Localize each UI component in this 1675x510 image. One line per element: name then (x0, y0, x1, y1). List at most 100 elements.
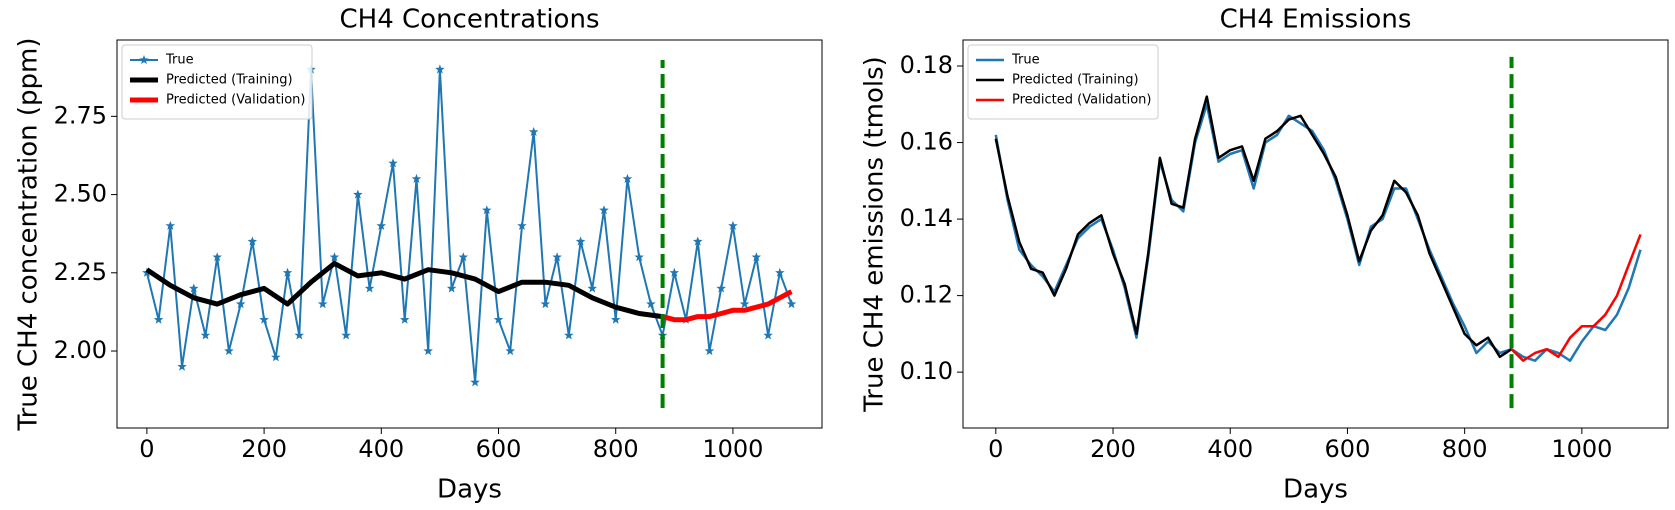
legend-label: Predicted (Validation) (166, 93, 306, 108)
data-point (552, 252, 562, 262)
x-tick-label: 1000 (702, 435, 763, 463)
legend-box (967, 44, 1159, 120)
data-point (259, 314, 269, 324)
data-point (728, 220, 738, 230)
data-point (400, 314, 410, 324)
data-point (669, 267, 680, 277)
data-point (517, 220, 527, 230)
plot-area (994, 56, 1642, 409)
legend-label: Predicted (Training) (166, 73, 293, 88)
legend-marker (139, 55, 149, 64)
y-tick-label: 0.16 (900, 128, 953, 156)
x-tick-label: 200 (1090, 435, 1136, 463)
x-tick-label: 400 (1207, 435, 1253, 463)
x-tick-label: 200 (241, 435, 287, 463)
data-point (423, 346, 433, 356)
x-tick-label: 1000 (1551, 435, 1612, 463)
legend-label: Predicted (Validation) (1012, 93, 1152, 108)
x-axis-label: Days (437, 475, 502, 505)
data-point (376, 220, 387, 230)
x-tick-label: 0 (988, 435, 1003, 463)
data-point (493, 314, 504, 324)
data-point (271, 352, 281, 362)
data-point (388, 158, 398, 168)
data-point (317, 299, 328, 309)
data-point (153, 314, 164, 324)
x-tick-label: 600 (1325, 435, 1371, 463)
data-point (353, 189, 363, 199)
x-tick-label: 600 (476, 435, 522, 463)
data-point (435, 64, 445, 74)
x-tick-label: 0 (139, 435, 154, 463)
x-tick-label: 400 (358, 435, 404, 463)
data-point (704, 346, 715, 356)
data-point (540, 299, 551, 309)
y-tick-label: 0.10 (900, 357, 953, 385)
series-line (661, 289, 793, 323)
data-point (235, 299, 246, 309)
x-tick-label: 800 (593, 435, 639, 463)
data-point (189, 283, 199, 293)
subplot: CH4 Emissions Days True CH4 emissions (tmo… (860, 5, 1669, 505)
data-point (165, 220, 176, 230)
data-point (294, 330, 304, 340)
series-line (994, 95, 1513, 359)
y-tick-label: 2.25 (54, 258, 107, 286)
y-axis-label: True CH4 emissions (tmols) (860, 56, 890, 413)
x-tick-label: 800 (1442, 435, 1488, 463)
series-line (145, 260, 663, 320)
data-point (341, 330, 351, 340)
data-point (599, 205, 609, 215)
legend-label: True (165, 53, 194, 68)
chart-title: CH4 Concentrations (340, 5, 600, 35)
data-point (470, 377, 480, 387)
data-point (528, 127, 539, 136)
data-point (763, 330, 773, 340)
data-point (364, 283, 375, 293)
y-tick-label: 2.50 (54, 180, 107, 208)
chart-title: CH4 Emissions (1220, 5, 1412, 35)
data-point (775, 267, 785, 277)
data-point (622, 173, 633, 183)
data-point (200, 330, 211, 340)
data-point (329, 252, 340, 262)
data-point (282, 267, 293, 277)
data-point (786, 299, 797, 309)
y-tick-label: 0.18 (900, 51, 953, 79)
data-point (212, 252, 222, 262)
data-point (564, 330, 574, 340)
data-point (446, 283, 457, 293)
series-line (1510, 233, 1642, 362)
y-tick-label: 0.12 (900, 281, 953, 309)
data-point (716, 283, 726, 293)
plot-area (142, 60, 797, 408)
data-point (693, 236, 703, 246)
data-point (587, 283, 597, 293)
data-point (458, 252, 469, 262)
data-point (751, 252, 762, 262)
data-point (247, 236, 258, 246)
data-point (575, 236, 586, 246)
subplot: CH4 Concentrations Days True CH4 concentra… (14, 5, 823, 505)
data-point (177, 361, 187, 371)
y-tick-label: 2.00 (54, 336, 107, 364)
data-point (224, 346, 234, 356)
data-point (411, 173, 422, 183)
data-point (634, 252, 644, 262)
x-axis-label: Days (1283, 475, 1348, 505)
data-point (646, 299, 656, 309)
data-point (739, 299, 750, 309)
legend-label: True (1011, 53, 1040, 68)
data-point (482, 205, 492, 215)
plot-frame (116, 39, 823, 429)
y-axis-label: True CH4 concentration (ppm) (14, 38, 44, 432)
plot-frame (962, 39, 1669, 429)
legend-box (121, 44, 313, 120)
series-line (145, 68, 793, 384)
y-tick-label: 2.75 (54, 101, 107, 129)
data-point (611, 314, 621, 324)
data-point (505, 346, 515, 356)
y-tick-label: 0.14 (900, 204, 953, 232)
